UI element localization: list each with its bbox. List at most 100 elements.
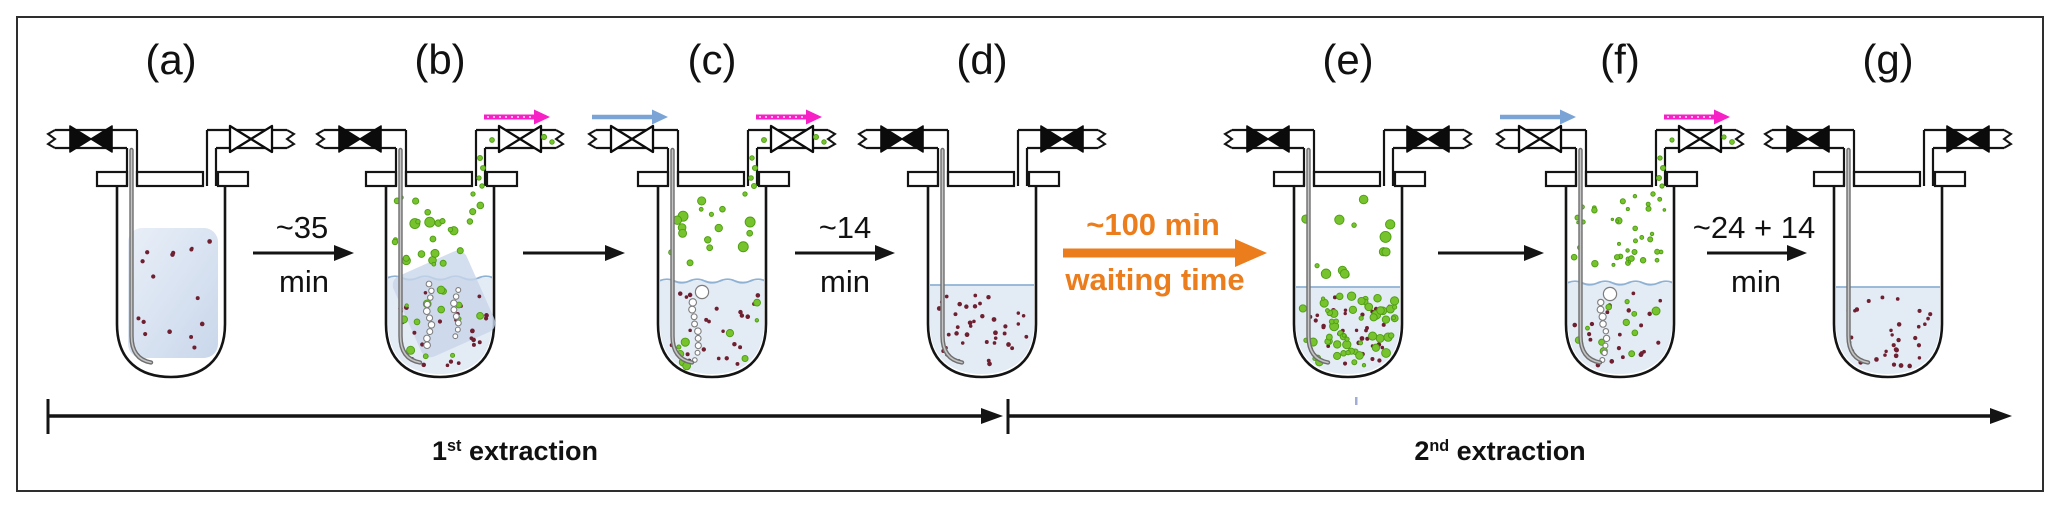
extract-particle-dot bbox=[1622, 318, 1630, 327]
flow-arrow-blue-icon bbox=[1500, 109, 1576, 125]
extract-particle-dot bbox=[1645, 205, 1652, 212]
panel-a-left-valve-closed-icon bbox=[69, 125, 113, 153]
extract-particle-dot bbox=[746, 229, 754, 237]
panel-e-right-valve-closed-icon bbox=[1406, 125, 1450, 153]
extract-particle-dot bbox=[1628, 350, 1636, 358]
extract-particle-dot bbox=[391, 238, 399, 246]
extract-particle-dot bbox=[476, 175, 482, 181]
extract-particle-dot bbox=[1325, 333, 1333, 341]
apparatus-e bbox=[1223, 125, 1473, 379]
transition-arrow-1 bbox=[523, 245, 625, 261]
extract-particle-dot bbox=[450, 352, 456, 358]
extract-particle-dot bbox=[1361, 363, 1367, 368]
extract-particle-dot bbox=[1346, 291, 1357, 301]
figure-border bbox=[16, 16, 2044, 492]
extract-particle-dot bbox=[1351, 359, 1358, 366]
extract-particle-dot bbox=[436, 285, 446, 295]
liquid-phase bbox=[930, 284, 1034, 374]
extract-particle-dot bbox=[1660, 165, 1666, 171]
extract-particle-dot bbox=[1298, 304, 1308, 313]
panel-c-right-valve-open-icon bbox=[769, 124, 815, 154]
panel-c-left-valve-open-icon bbox=[609, 124, 655, 154]
extract-particle-dot bbox=[1721, 134, 1727, 140]
vessel-body bbox=[1564, 186, 1676, 379]
extract-particle-dot bbox=[1631, 310, 1638, 317]
transition-arrow-3-waiting-time bbox=[1063, 239, 1267, 267]
extract-particle-dot bbox=[1615, 219, 1620, 224]
extract-particle-dot bbox=[719, 205, 726, 213]
panel-label-e: (e) bbox=[1322, 36, 1374, 83]
extract-particle-dot bbox=[1610, 217, 1615, 222]
extract-particle-dot bbox=[1619, 198, 1626, 205]
transition-arrow-5 bbox=[1707, 245, 1807, 261]
vessel-body bbox=[1832, 186, 1944, 379]
extract-particle-dot bbox=[748, 175, 754, 181]
extract-particle-dot bbox=[704, 236, 712, 244]
timeline bbox=[46, 397, 2012, 434]
headspace-particles bbox=[391, 195, 485, 267]
extract-particle-dot bbox=[750, 182, 758, 190]
liquid-phase bbox=[1836, 286, 1940, 374]
panel-label-f: (f) bbox=[1600, 36, 1640, 83]
second-extraction-label: 2nd extraction bbox=[1414, 437, 1585, 465]
extract-particle-dot bbox=[1373, 294, 1382, 303]
extract-particle-dot bbox=[1669, 137, 1675, 143]
duration-c-to-d-top: ~14 bbox=[818, 210, 872, 245]
extract-particle-dot bbox=[466, 218, 474, 225]
ice-block bbox=[392, 250, 496, 358]
extract-particle-dot bbox=[1613, 254, 1621, 261]
gas-pipes bbox=[1504, 128, 1736, 186]
apparatus-f bbox=[1495, 109, 1745, 379]
vessel-body bbox=[115, 186, 227, 379]
extract-particle-dot bbox=[1628, 255, 1635, 262]
headspace-particles bbox=[668, 196, 756, 267]
liquid-particles bbox=[1298, 291, 1400, 368]
headspace-particles bbox=[1301, 194, 1396, 279]
extract-particle-dot bbox=[1591, 207, 1598, 214]
extract-particle-dot bbox=[714, 223, 723, 233]
apparatus-d bbox=[857, 125, 1107, 379]
extract-particle-dot bbox=[753, 298, 761, 307]
extract-particle-dot bbox=[680, 337, 690, 347]
extract-particle-dot bbox=[821, 139, 827, 145]
extract-particle-dot bbox=[812, 133, 820, 141]
liquid-particles bbox=[1846, 295, 1933, 369]
apparatus-g bbox=[1763, 125, 2013, 379]
extract-particle-dot bbox=[754, 318, 760, 323]
extract-particle-dot bbox=[1656, 175, 1662, 181]
extract-particle-dot bbox=[480, 165, 486, 171]
liquid-particles bbox=[1572, 291, 1663, 368]
panel-b-left-valve-closed-icon bbox=[338, 125, 382, 153]
extract-particle-dot bbox=[1381, 247, 1391, 257]
extract-particle-dot bbox=[761, 137, 767, 143]
extract-particle-dot bbox=[1358, 315, 1364, 321]
extract-particle-dot bbox=[1729, 139, 1735, 145]
extract-particle-dot bbox=[742, 191, 748, 197]
transition-arrow-4 bbox=[1438, 245, 1544, 261]
extract-particle-dot bbox=[406, 345, 416, 355]
extract-particle-dot bbox=[725, 329, 735, 338]
extract-particle-dot bbox=[424, 216, 436, 228]
apparatus-c bbox=[587, 109, 837, 379]
extract-particle-dot bbox=[1605, 303, 1612, 311]
flow-arrow-magenta-icon bbox=[756, 109, 822, 125]
extract-particle-dot bbox=[1368, 331, 1378, 341]
extract-particle-dot bbox=[1358, 194, 1369, 205]
transition-arrow-0 bbox=[253, 245, 354, 261]
extract-particle-dot bbox=[437, 305, 446, 314]
first-extraction-number: 1 bbox=[432, 436, 448, 466]
panel-f-right-valve-open-icon bbox=[1677, 124, 1723, 154]
extract-particle-dot bbox=[1344, 336, 1350, 342]
liquid-particles bbox=[136, 239, 212, 350]
liquid-block bbox=[128, 228, 218, 358]
extract-particle-dot bbox=[1645, 201, 1651, 207]
extract-particle-dot bbox=[549, 139, 555, 145]
waiting-time-label: waiting time bbox=[1065, 262, 1245, 297]
extract-particle-dot bbox=[697, 196, 707, 206]
flow-arrow-magenta-icon bbox=[1664, 109, 1730, 125]
flow-arrow-magenta-icon bbox=[484, 109, 550, 125]
extract-particle-dot bbox=[429, 235, 437, 243]
extract-particle-dot bbox=[1381, 348, 1391, 358]
